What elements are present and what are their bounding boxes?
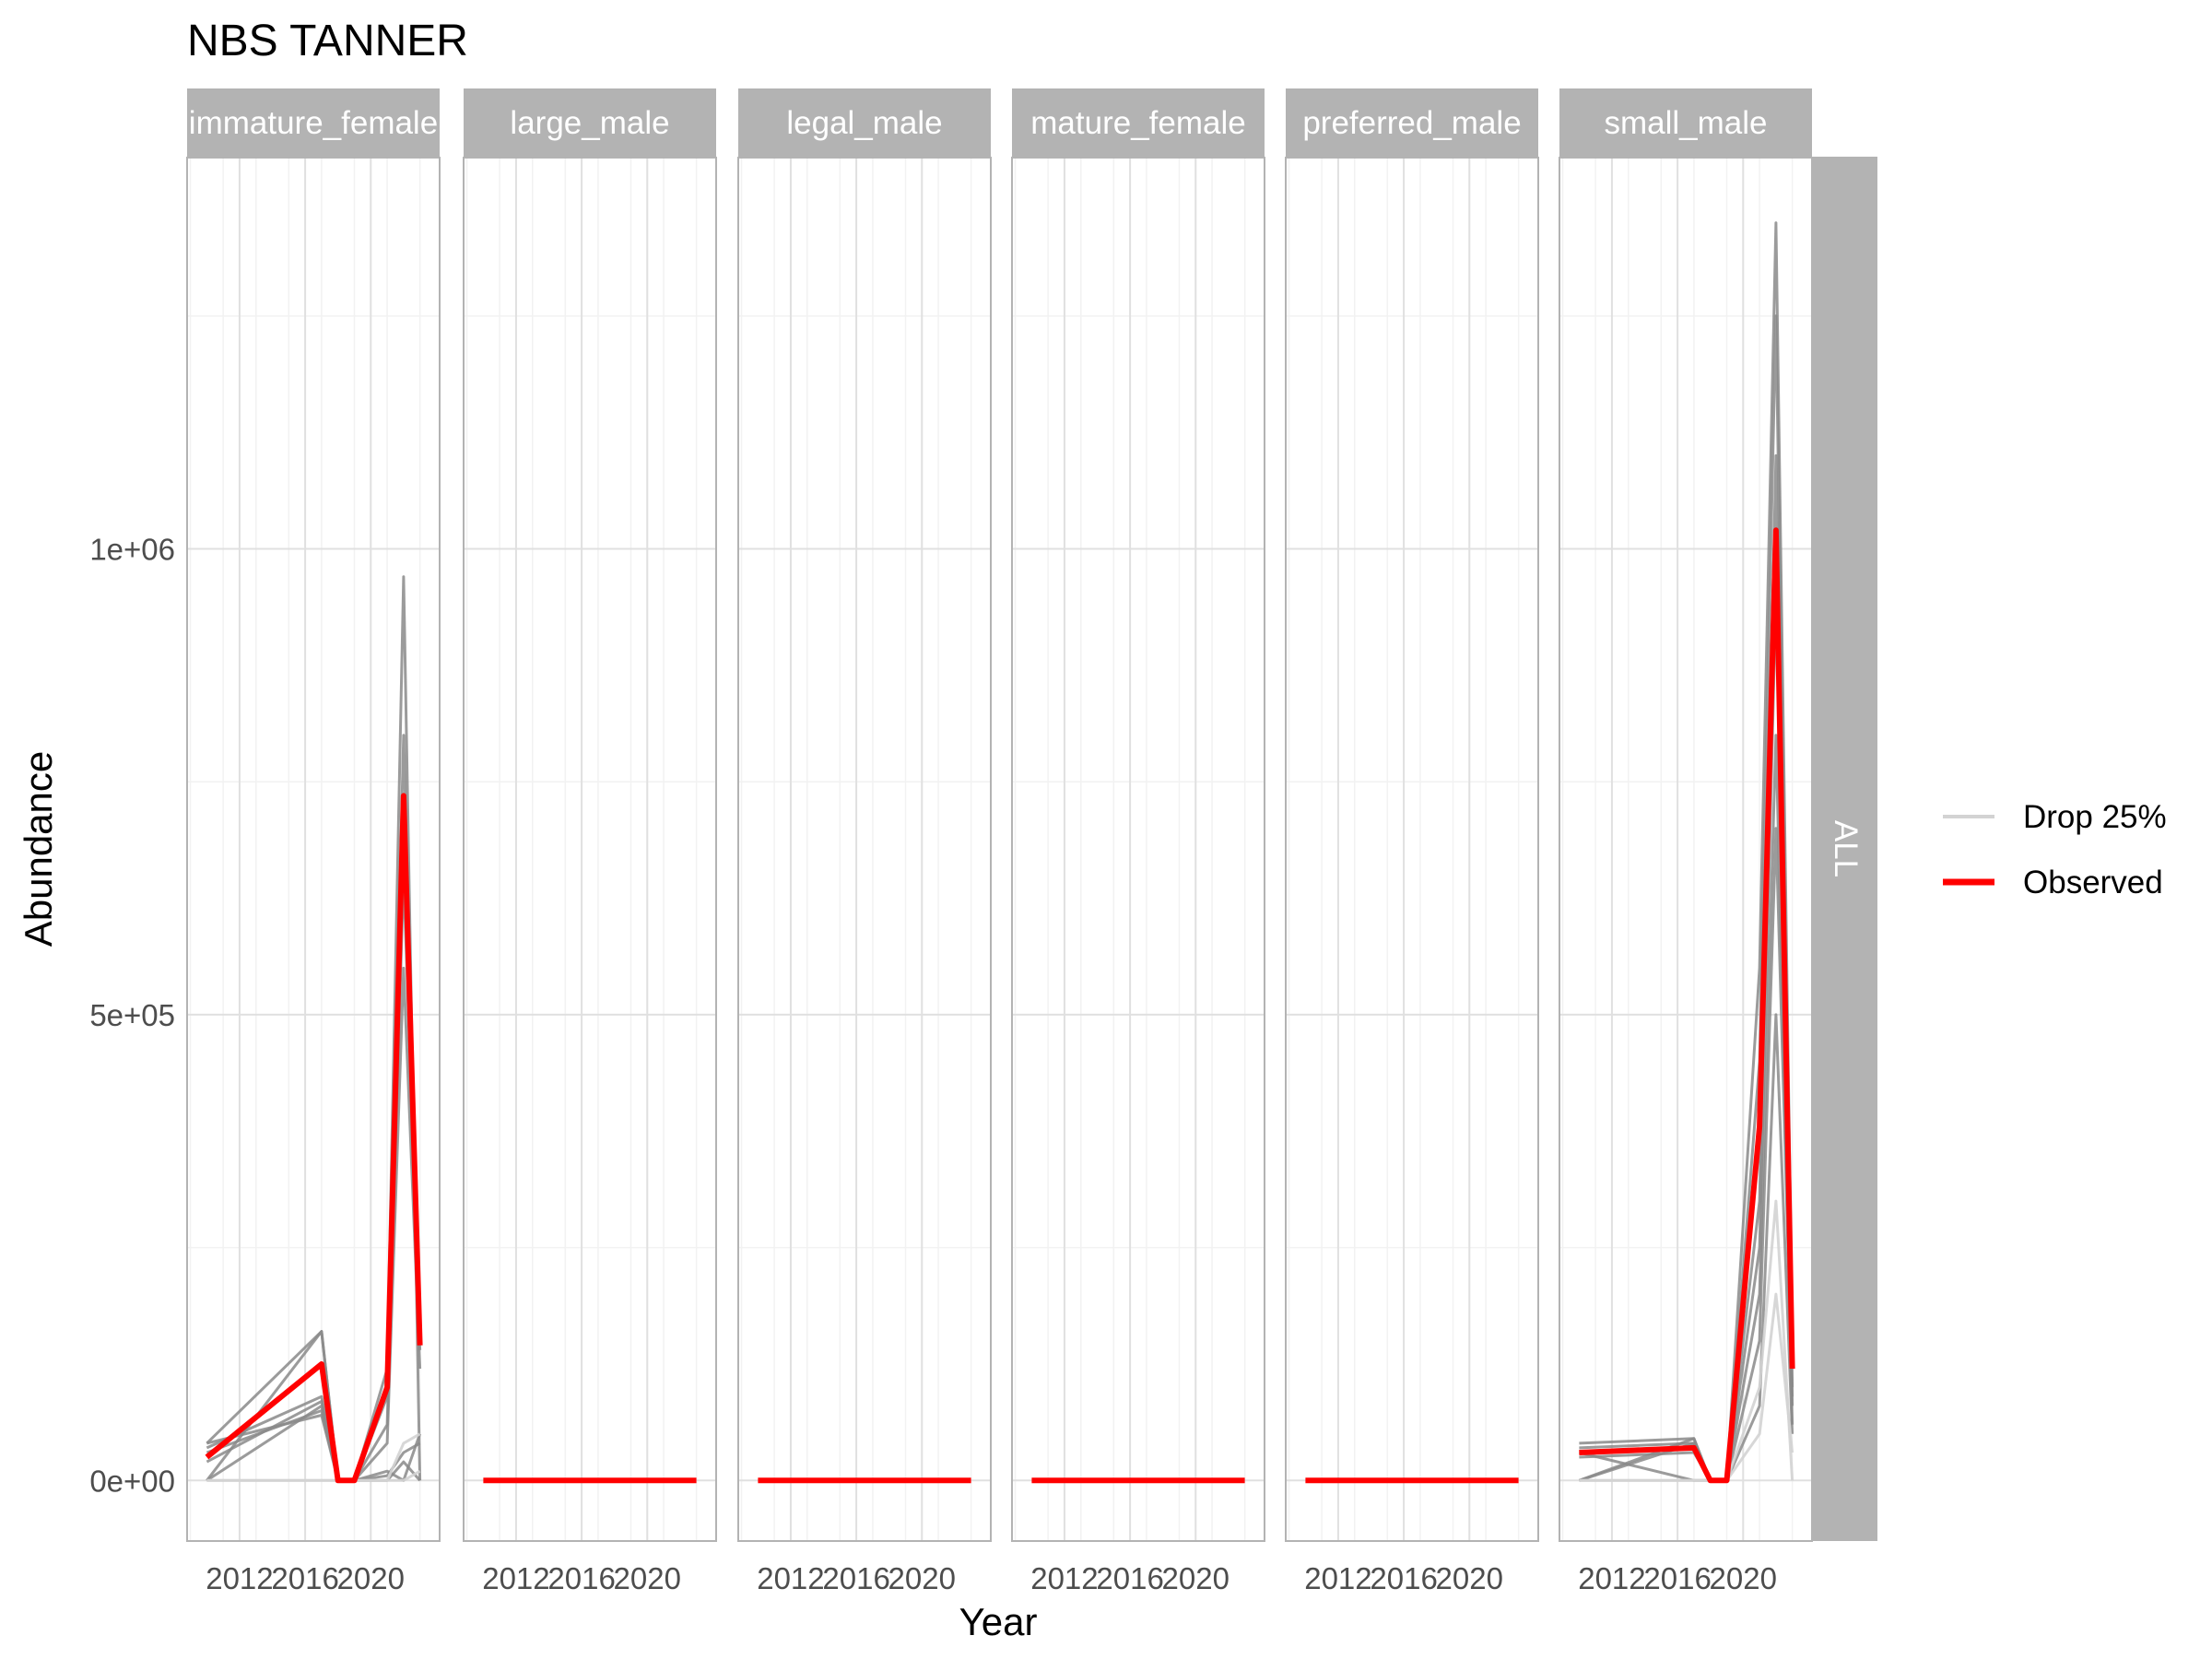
facet-strip-label: mature_female xyxy=(1030,105,1245,141)
facet-strip-background xyxy=(1012,88,1265,157)
facet-strip-background xyxy=(1286,88,1538,157)
row-strip-label: ALL xyxy=(1828,820,1864,877)
x-tick-label: 2016 xyxy=(271,1561,338,1595)
x-tick-label: 2012 xyxy=(482,1561,549,1595)
facet-panel-border xyxy=(1011,157,1265,1542)
facet-strip-label: preferred_male xyxy=(1302,105,1521,141)
x-tick-label: 2016 xyxy=(822,1561,889,1595)
x-tick-label: 2012 xyxy=(1030,1561,1098,1595)
y-axis-title: Abundance xyxy=(17,751,60,947)
x-tick-label: 2012 xyxy=(1304,1561,1371,1595)
x-tick-label: 2020 xyxy=(1162,1561,1230,1595)
y-tick-label: 0e+00 xyxy=(89,1464,175,1498)
x-tick-label: 2016 xyxy=(1370,1561,1437,1595)
facet-panel-border xyxy=(463,157,717,1542)
facet-strip-background xyxy=(187,88,440,157)
facet-panel-border xyxy=(186,157,441,1542)
facet-strip-label: immature_female xyxy=(189,105,438,141)
x-tick-label: 2020 xyxy=(888,1561,956,1595)
facet-strip-background xyxy=(464,88,716,157)
legend-label-drop: Drop 25% xyxy=(2023,799,2167,835)
legend-label-observed: Observed xyxy=(2023,865,2163,900)
facet-strip-background xyxy=(738,88,991,157)
facet-strip-label: large_male xyxy=(510,105,669,141)
legend: Drop 25% Observed xyxy=(1943,799,2167,900)
x-tick-label: 2012 xyxy=(757,1561,824,1595)
facet-data xyxy=(205,575,423,1484)
observed-series-line xyxy=(1579,527,1795,1484)
facet-panel-border xyxy=(1285,157,1539,1542)
x-tick-label: 2016 xyxy=(1643,1561,1711,1595)
facet-data xyxy=(1578,221,1795,1484)
y-axis: 0e+00 5e+05 1e+06 xyxy=(89,533,175,1499)
facet-panels: immature_female201220162020large_male201… xyxy=(186,88,1813,1595)
x-tick-label: 2012 xyxy=(1578,1561,1645,1595)
facet-strip-label: legal_male xyxy=(786,105,942,141)
x-tick-label: 2012 xyxy=(206,1561,273,1595)
x-tick-label: 2020 xyxy=(337,1561,405,1595)
y-tick-label: 5e+05 xyxy=(89,998,175,1032)
facet-panel-border xyxy=(737,157,992,1542)
x-tick-label: 2020 xyxy=(1436,1561,1503,1595)
x-tick-label: 2016 xyxy=(1096,1561,1163,1595)
facet-strip-label: small_male xyxy=(1605,105,1768,141)
x-tick-label: 2020 xyxy=(1710,1561,1777,1595)
row-strip-background xyxy=(1811,157,1877,1541)
x-tick-label: 2020 xyxy=(614,1561,681,1595)
x-axis-title: Year xyxy=(959,1600,1038,1643)
observed-series-line xyxy=(205,793,423,1484)
x-tick-label: 2016 xyxy=(547,1561,615,1595)
chart-title: NBS TANNER xyxy=(187,17,468,65)
facet-strip-background xyxy=(1559,88,1812,157)
row-strip: ALL xyxy=(1811,157,1877,1541)
y-tick-label: 1e+06 xyxy=(89,533,175,567)
